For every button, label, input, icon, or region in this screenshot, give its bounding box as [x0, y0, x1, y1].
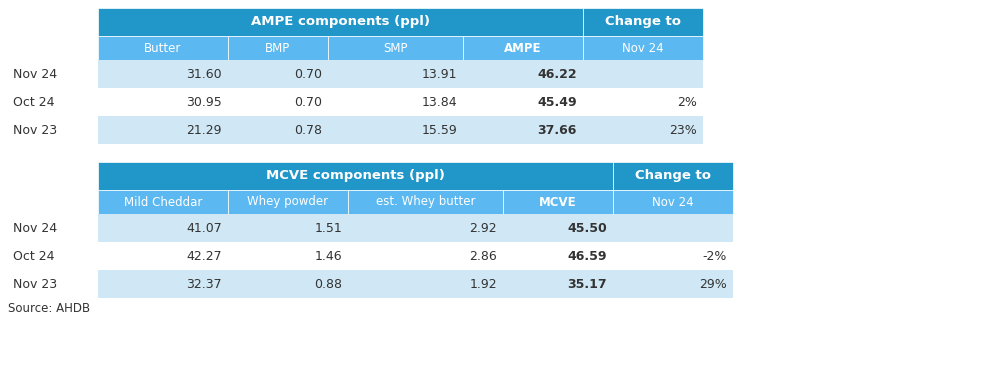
Bar [8, 116, 98, 144]
Bar [8, 88, 98, 116]
Text: 29%: 29% [699, 277, 727, 290]
Bar [348, 242, 503, 270]
Bar [613, 242, 733, 270]
Bar [613, 162, 733, 190]
Text: Nov 24: Nov 24 [652, 195, 694, 208]
Bar [463, 60, 583, 88]
Bar [328, 36, 463, 60]
Text: 41.07: 41.07 [186, 221, 222, 234]
Text: 15.59: 15.59 [421, 123, 457, 136]
Bar [583, 60, 703, 88]
Text: 45.49: 45.49 [538, 96, 577, 109]
Bar [463, 88, 583, 116]
Text: Mild Cheddar: Mild Cheddar [124, 195, 202, 208]
Text: 21.29: 21.29 [186, 123, 222, 136]
Bar [328, 60, 463, 88]
Bar [98, 60, 228, 88]
Bar [583, 116, 703, 144]
Bar [228, 190, 348, 214]
Bar [228, 116, 328, 144]
Text: 13.84: 13.84 [422, 96, 457, 109]
Text: AMPE components (ppl): AMPE components (ppl) [251, 16, 430, 29]
Bar [328, 88, 463, 116]
Bar [98, 36, 228, 60]
Text: 42.27: 42.27 [186, 250, 222, 263]
Text: Nov 24: Nov 24 [13, 67, 57, 80]
Bar [348, 270, 503, 298]
Text: Change to: Change to [635, 170, 711, 182]
Bar [503, 190, 613, 214]
Bar [583, 88, 703, 116]
Text: Source: AHDB: Source: AHDB [8, 302, 90, 315]
Bar [98, 116, 228, 144]
Bar [503, 270, 613, 298]
Bar [98, 270, 228, 298]
Text: 46.59: 46.59 [567, 250, 607, 263]
Text: Nov 23: Nov 23 [13, 277, 57, 290]
Text: 35.17: 35.17 [567, 277, 607, 290]
Bar [98, 190, 228, 214]
Text: Whey powder: Whey powder [247, 195, 329, 208]
Text: BMP: BMP [266, 42, 290, 54]
Text: 46.22: 46.22 [538, 67, 577, 80]
Text: 32.37: 32.37 [186, 277, 222, 290]
Text: 2.86: 2.86 [469, 250, 497, 263]
Bar [613, 190, 733, 214]
Bar [8, 270, 98, 298]
Bar [463, 116, 583, 144]
Bar [98, 242, 228, 270]
Bar [503, 242, 613, 270]
Bar [613, 270, 733, 298]
Bar [228, 60, 328, 88]
Text: 30.95: 30.95 [186, 96, 222, 109]
Text: 23%: 23% [669, 123, 697, 136]
Text: 1.92: 1.92 [469, 277, 497, 290]
Text: 0.78: 0.78 [294, 123, 322, 136]
Text: 45.50: 45.50 [567, 221, 607, 234]
Bar [228, 36, 328, 60]
Text: MCVE components (ppl): MCVE components (ppl) [266, 170, 445, 182]
Text: 13.91: 13.91 [422, 67, 457, 80]
Text: 37.66: 37.66 [538, 123, 577, 136]
Text: Butter: Butter [144, 42, 181, 54]
Text: 1.51: 1.51 [314, 221, 342, 234]
Text: 0.70: 0.70 [294, 96, 322, 109]
Bar [348, 214, 503, 242]
Bar [8, 214, 98, 242]
Bar [613, 214, 733, 242]
Text: 0.88: 0.88 [314, 277, 342, 290]
Bar [98, 8, 583, 36]
Text: 1.46: 1.46 [314, 250, 342, 263]
Text: Change to: Change to [605, 16, 681, 29]
Bar [583, 36, 703, 60]
Text: Oct 24: Oct 24 [13, 96, 55, 109]
Bar [228, 214, 348, 242]
Text: 31.60: 31.60 [186, 67, 222, 80]
Text: 2.92: 2.92 [469, 221, 497, 234]
Text: -2%: -2% [702, 250, 727, 263]
Bar [8, 60, 98, 88]
Text: SMP: SMP [384, 42, 408, 54]
Text: Nov 24: Nov 24 [622, 42, 664, 54]
Bar [463, 36, 583, 60]
Bar [348, 190, 503, 214]
Text: AMPE: AMPE [504, 42, 542, 54]
Bar [228, 88, 328, 116]
Bar [98, 88, 228, 116]
Bar [98, 214, 228, 242]
Bar [228, 242, 348, 270]
Text: Nov 24: Nov 24 [13, 221, 57, 234]
Bar [98, 162, 613, 190]
Text: 2%: 2% [677, 96, 697, 109]
Bar [503, 214, 613, 242]
Text: Oct 24: Oct 24 [13, 250, 55, 263]
Bar [228, 270, 348, 298]
Text: est. Whey butter: est. Whey butter [376, 195, 475, 208]
Text: 0.70: 0.70 [294, 67, 322, 80]
Bar [8, 242, 98, 270]
Bar [583, 8, 703, 36]
Text: MCVE: MCVE [540, 195, 577, 208]
Text: Nov 23: Nov 23 [13, 123, 57, 136]
Bar [328, 116, 463, 144]
